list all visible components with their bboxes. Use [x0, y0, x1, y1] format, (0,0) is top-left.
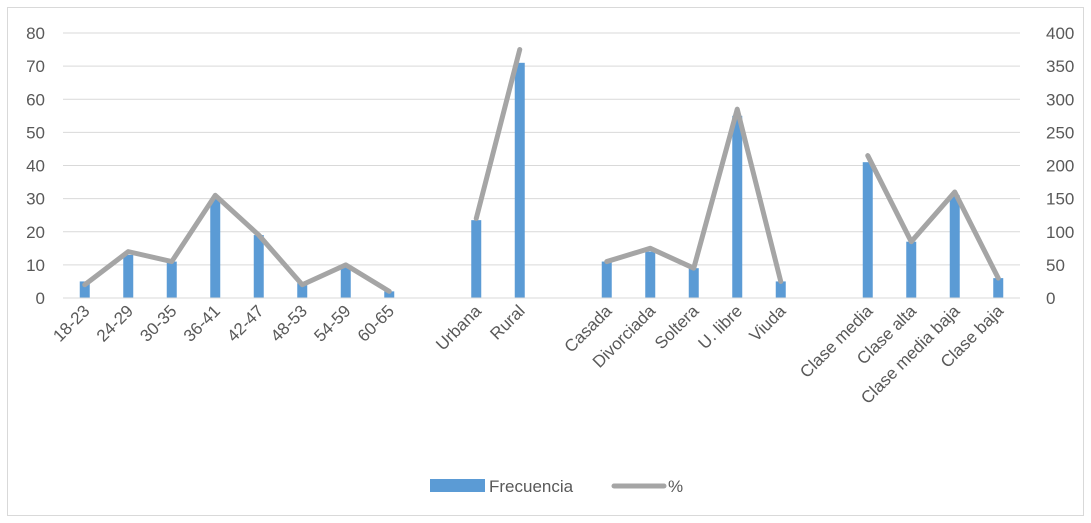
bar: [993, 278, 1004, 298]
x-tick-label: Clase media: [796, 301, 877, 382]
x-tick-label: 54-59: [310, 301, 354, 345]
x-tick-label: 48-53: [267, 301, 311, 345]
y-left-tick-label: 10: [26, 256, 45, 275]
x-tick-label: 30-35: [136, 301, 180, 345]
bar: [688, 268, 699, 298]
x-tick-label: 18-23: [49, 301, 93, 345]
bar: [645, 251, 656, 298]
x-tick-label: Urbana: [432, 301, 485, 354]
y-left-tick-label: 60: [26, 90, 45, 109]
chart-frame: [7, 7, 1084, 516]
bar: [471, 220, 482, 298]
x-tick-label: Rural: [486, 301, 528, 343]
bar: [210, 198, 221, 298]
legend-swatch-frecuencia: [430, 479, 485, 492]
y-left-tick-label: 50: [26, 123, 45, 142]
bar-series: [79, 62, 1004, 298]
line-segment: [473, 47, 523, 221]
bar: [862, 162, 873, 298]
y-left-tick-label: 20: [26, 223, 45, 242]
bar: [732, 115, 743, 298]
y-right-tick-label: 400: [1046, 24, 1074, 43]
bar: [601, 261, 612, 298]
x-tick-label: 24-29: [93, 301, 137, 345]
x-tick-label: Soltera: [651, 301, 703, 353]
line-segment: [865, 153, 1001, 281]
y-left-tick-label: 30: [26, 190, 45, 209]
line-segment: [82, 192, 392, 294]
line-series: [82, 47, 1001, 294]
bar: [253, 235, 264, 298]
y-right-tick-label: 100: [1046, 223, 1074, 242]
y-left-tick-label: 0: [36, 289, 45, 308]
y-right-tick-label: 0: [1046, 289, 1055, 308]
x-tick-label: 60-65: [354, 301, 398, 345]
x-axis: 18-23 24-29 30-35 36-41 42-47 48-53 54-59 60-65…: [49, 297, 1020, 408]
bar: [514, 62, 525, 298]
y-right-tick-label: 250: [1046, 123, 1074, 142]
bar: [123, 254, 134, 298]
y-axis-right: 0 50 100 150 200 250 300 350 400: [1046, 24, 1074, 308]
bar: [166, 261, 177, 298]
bar: [297, 283, 308, 298]
gridlines: [63, 32, 1020, 299]
bar: [340, 266, 351, 298]
y-axis-left: 0 10 20 30 40 50 60 70 80: [26, 24, 45, 308]
x-tick-label: Viuda: [746, 301, 790, 345]
line-segment: [604, 106, 784, 284]
y-right-tick-label: 50: [1046, 256, 1065, 275]
bar: [79, 281, 90, 298]
x-tick-label: 36-41: [180, 301, 224, 345]
y-left-tick-label: 40: [26, 157, 45, 176]
x-tick-label: 42-47: [223, 301, 267, 345]
bar: [949, 195, 960, 298]
legend: Frecuencia %: [430, 477, 683, 496]
y-left-tick-label: 70: [26, 57, 45, 76]
y-right-tick-label: 350: [1046, 57, 1074, 76]
y-left-tick-label: 80: [26, 24, 45, 43]
legend-label-percent: %: [668, 477, 683, 496]
bar: [775, 281, 786, 298]
y-right-tick-label: 300: [1046, 90, 1074, 109]
bar: [906, 241, 917, 298]
legend-label-frecuencia: Frecuencia: [489, 477, 574, 496]
y-right-tick-label: 200: [1046, 157, 1074, 176]
y-right-tick-label: 150: [1046, 190, 1074, 209]
x-tick-label: U. libre: [695, 301, 747, 353]
bar: [384, 291, 395, 298]
